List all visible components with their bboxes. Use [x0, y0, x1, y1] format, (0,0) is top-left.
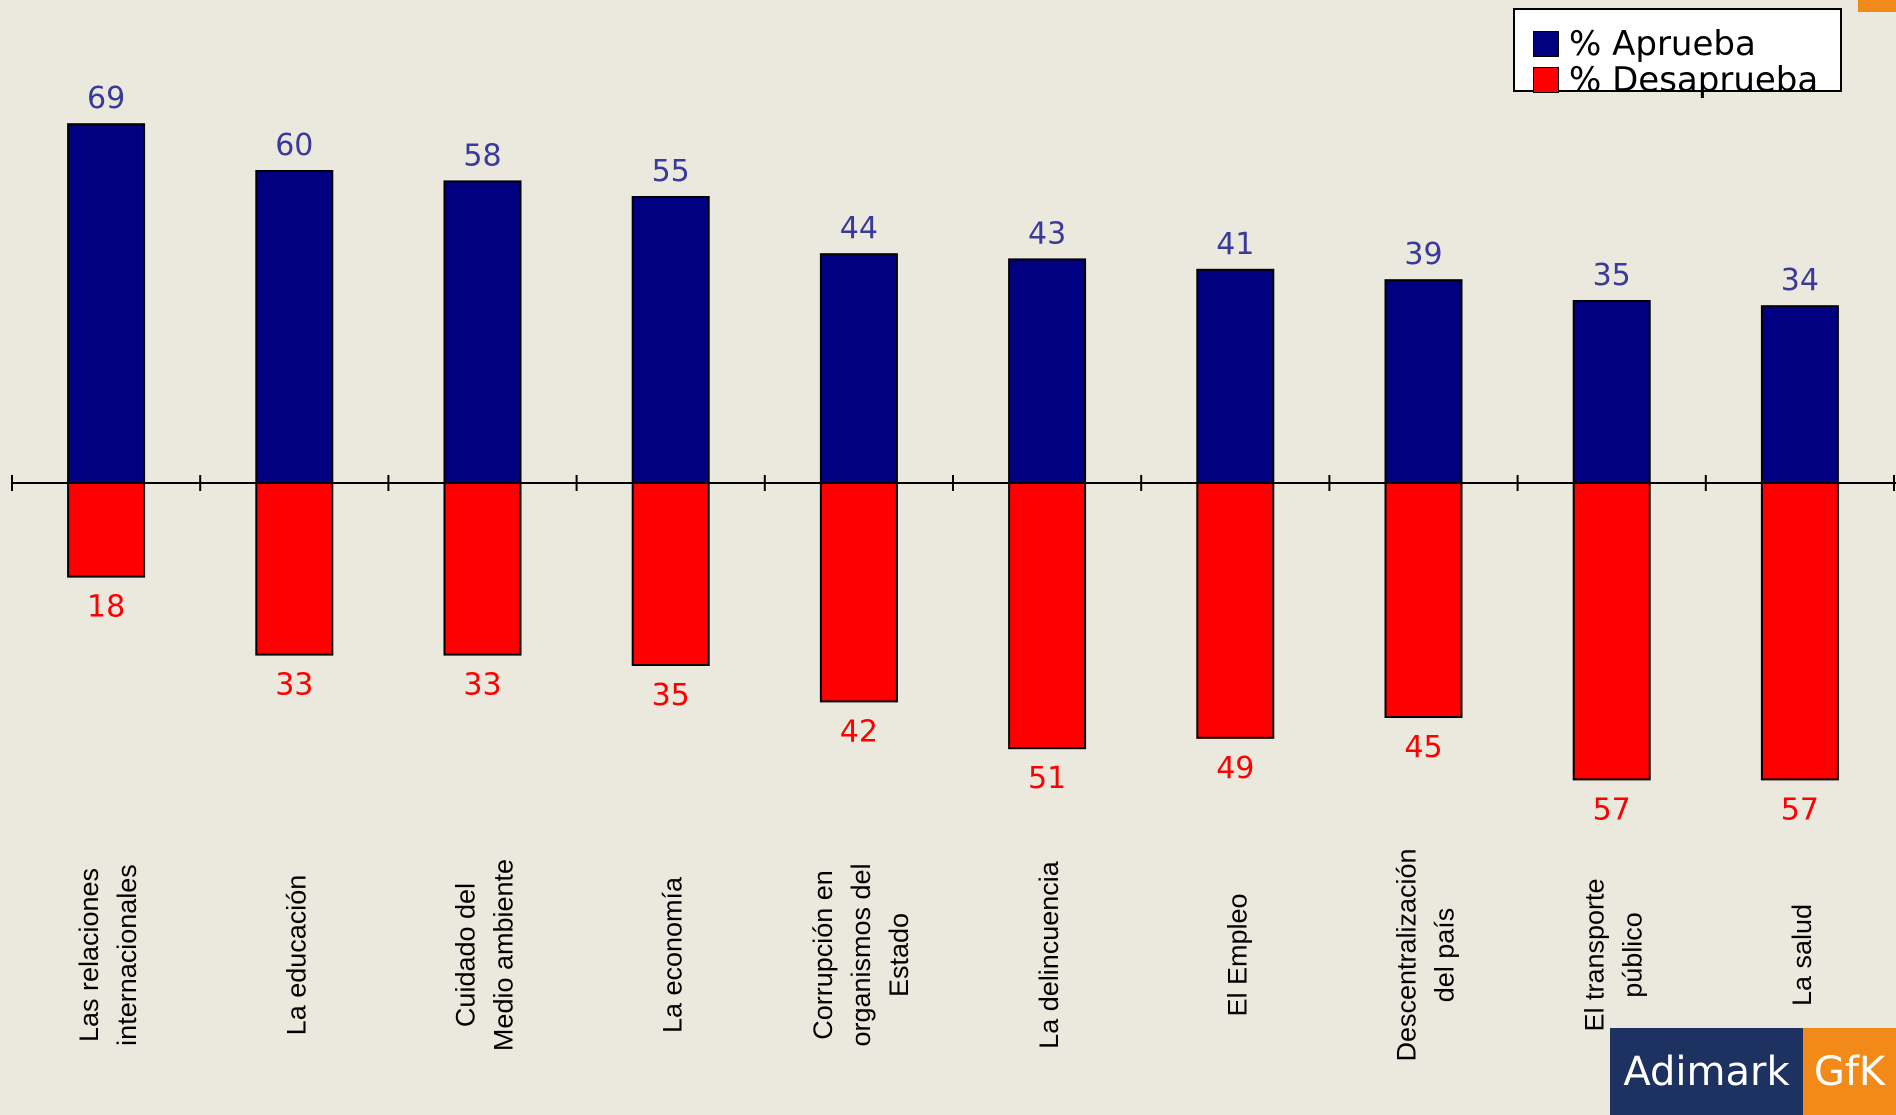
- bar-desaprueba: [819, 482, 898, 703]
- data-label-desaprueba: 35: [652, 678, 690, 713]
- bar-desaprueba: [1196, 482, 1275, 739]
- category-label: Descentralización del país: [1392, 848, 1460, 1061]
- data-label-desaprueba: 33: [275, 668, 313, 703]
- category-label-line: Descentralización: [1392, 848, 1422, 1061]
- category-label-line: La delincuencia: [1034, 860, 1064, 1049]
- category-label: El Empleo: [1222, 893, 1252, 1016]
- category-label-line: Cuidado del: [451, 883, 481, 1027]
- data-label-aprueba: 39: [1404, 237, 1442, 272]
- bar-aprueba: [255, 170, 334, 484]
- legend: % Aprueba % Desaprueba: [1513, 8, 1842, 98]
- data-label-aprueba: 44: [840, 211, 878, 246]
- category-label: La educación: [281, 875, 311, 1036]
- data-label-aprueba: 41: [1216, 227, 1254, 262]
- data-label-desaprueba: 57: [1593, 792, 1631, 827]
- bar-desaprueba: [631, 482, 710, 666]
- data-label-desaprueba: 18: [87, 590, 125, 625]
- data-label-aprueba: 69: [87, 81, 125, 116]
- logo-adimark: Adimark: [1610, 1028, 1803, 1115]
- data-label-aprueba: 35: [1593, 258, 1631, 293]
- category-label-line: La salud: [1787, 904, 1817, 1006]
- bar-desaprueba: [255, 482, 334, 656]
- legend-label-aprueba: % Aprueba: [1569, 24, 1756, 64]
- legend-swatch-desaprueba: [1533, 67, 1559, 93]
- category-label: La economía: [658, 876, 688, 1033]
- category-label-line: El transporte: [1580, 878, 1610, 1031]
- bar-desaprueba: [1760, 482, 1839, 781]
- bar-desaprueba: [67, 482, 146, 578]
- category-label-line: Estado: [884, 913, 914, 997]
- category-label-line: El Empleo: [1222, 893, 1252, 1016]
- category-label: La delincuencia: [1034, 860, 1064, 1049]
- category-label: El transporte público: [1580, 878, 1648, 1031]
- adimark-gfk-logo: Adimark GfK: [1610, 1028, 1896, 1115]
- data-label-aprueba: 60: [275, 128, 313, 163]
- category-label-line: internacionales: [112, 864, 142, 1046]
- category-label-line: organismos del: [846, 863, 876, 1046]
- category-label-line: Corrupción en: [808, 870, 838, 1040]
- bar-desaprueba: [1384, 482, 1463, 718]
- bar-aprueba: [819, 253, 898, 484]
- bar-desaprueba: [1572, 482, 1651, 781]
- bar-aprueba: [1572, 300, 1651, 484]
- category-label-line: del país: [1430, 908, 1460, 1003]
- category-label-line: público: [1618, 912, 1648, 998]
- category-label: Las relaciones internacionales: [74, 864, 142, 1046]
- logo-gfk: GfK: [1803, 1028, 1896, 1115]
- data-label-desaprueba: 57: [1781, 792, 1819, 827]
- data-label-desaprueba: 49: [1216, 751, 1254, 786]
- bar-aprueba: [1196, 268, 1275, 484]
- bar-aprueba: [1384, 279, 1463, 485]
- bar-aprueba: [1760, 305, 1839, 485]
- category-label: La salud: [1787, 904, 1817, 1006]
- category-label-line: La economía: [658, 876, 688, 1033]
- corner-accent: [1858, 0, 1896, 12]
- data-label-aprueba: 43: [1028, 216, 1066, 251]
- legend-swatch-aprueba: [1533, 31, 1559, 57]
- category-label-line: Medio ambiente: [489, 859, 519, 1051]
- bar-desaprueba: [443, 482, 522, 656]
- data-label-desaprueba: 33: [463, 668, 501, 703]
- data-label-desaprueba: 51: [1028, 761, 1066, 796]
- bar-aprueba: [1008, 258, 1087, 484]
- category-label-line: Las relaciones: [74, 868, 104, 1042]
- category-label: Cuidado del Medio ambiente: [451, 859, 519, 1051]
- legend-label-desaprueba: % Desaprueba: [1569, 60, 1819, 100]
- category-label-line: La educación: [281, 875, 311, 1036]
- bar-desaprueba: [1008, 482, 1087, 750]
- bar-aprueba: [67, 123, 146, 484]
- data-label-aprueba: 58: [463, 138, 501, 173]
- legend-item-desaprueba: % Desaprueba: [1533, 62, 1818, 98]
- data-label-aprueba: 34: [1781, 263, 1819, 298]
- data-label-desaprueba: 45: [1404, 730, 1442, 765]
- bar-aprueba: [631, 196, 710, 484]
- data-label-aprueba: 55: [652, 154, 690, 189]
- data-label-desaprueba: 42: [840, 714, 878, 749]
- bar-aprueba: [443, 180, 522, 484]
- legend-item-aprueba: % Aprueba: [1533, 26, 1756, 62]
- category-label: Corrupción en organismos del Estado: [808, 863, 914, 1046]
